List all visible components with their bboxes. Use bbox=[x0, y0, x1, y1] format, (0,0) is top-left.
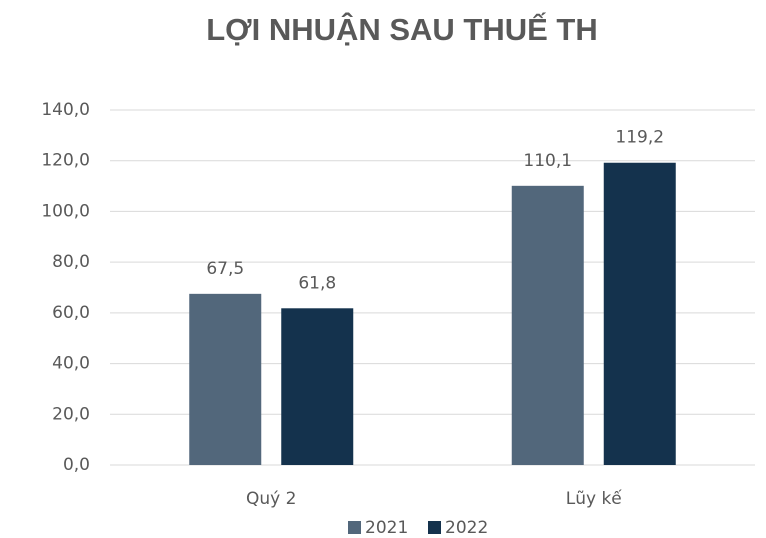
value-label: 61,8 bbox=[298, 273, 336, 293]
y-tick-label: 0,0 bbox=[63, 455, 90, 475]
bar bbox=[511, 185, 584, 465]
legend-swatch bbox=[428, 521, 441, 534]
bar bbox=[189, 293, 262, 465]
chart-title: LỢI NHUẬN SAU THUẾ TH bbox=[206, 11, 598, 47]
y-tick-label: 120,0 bbox=[41, 151, 90, 171]
y-tick-label: 40,0 bbox=[52, 354, 90, 374]
y-tick-label: 80,0 bbox=[52, 252, 90, 272]
legend-label: 2021 bbox=[365, 518, 408, 538]
bar bbox=[603, 162, 676, 465]
value-label: 119,2 bbox=[615, 128, 664, 148]
x-tick-label: Quý 2 bbox=[246, 489, 296, 509]
value-label: 67,5 bbox=[206, 259, 244, 279]
y-tick-label: 140,0 bbox=[41, 100, 90, 120]
bar bbox=[281, 308, 354, 465]
y-tick-label: 100,0 bbox=[41, 201, 90, 221]
y-tick-label: 60,0 bbox=[52, 303, 90, 323]
value-label: 110,1 bbox=[523, 151, 572, 171]
legend-swatch bbox=[348, 521, 361, 534]
y-tick-label: 20,0 bbox=[52, 404, 90, 424]
legend-label: 2022 bbox=[445, 518, 488, 538]
x-tick-label: Lũy kế bbox=[566, 488, 623, 509]
